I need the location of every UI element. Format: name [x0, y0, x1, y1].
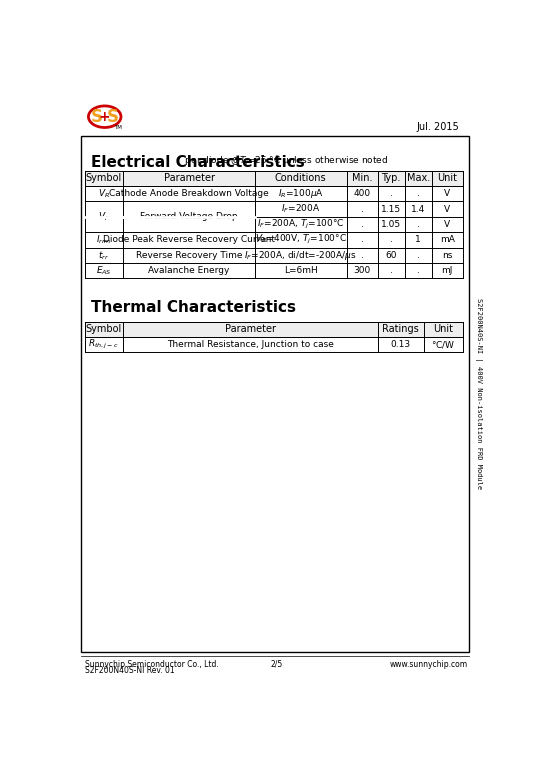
Text: Unit: Unit — [434, 324, 454, 334]
Bar — [85, 171, 463, 186]
Text: Reverse Recovery Time: Reverse Recovery Time — [136, 251, 242, 260]
Text: $I_{rrm}$: $I_{rrm}$ — [96, 234, 112, 246]
Text: Parameter: Parameter — [225, 324, 276, 334]
Text: .: . — [361, 220, 363, 229]
Text: Forward Voltage Drop: Forward Voltage Drop — [140, 212, 238, 222]
Text: Electrical Characteristics: Electrical Characteristics — [91, 155, 305, 170]
Text: $I_F$=200A: $I_F$=200A — [281, 203, 320, 215]
Text: 2/5: 2/5 — [271, 660, 283, 668]
Text: .: . — [417, 190, 420, 198]
Text: 1.4: 1.4 — [411, 204, 426, 214]
Text: S: S — [91, 108, 103, 126]
Text: Typ.: Typ. — [381, 173, 401, 183]
Text: $t_{rr}$: $t_{rr}$ — [98, 249, 110, 261]
Text: 400: 400 — [354, 190, 370, 198]
Text: 1.05: 1.05 — [381, 220, 401, 229]
Text: V: V — [444, 204, 450, 214]
Text: .: . — [390, 190, 393, 198]
Text: $I_R$=100$\mu$A: $I_R$=100$\mu$A — [278, 187, 323, 200]
Text: per diode @$T_j$=25 $\degree$C unless otherwise noted: per diode @$T_j$=25 $\degree$C unless ot… — [182, 155, 388, 168]
Text: Thermal Resistance, Junction to case: Thermal Resistance, Junction to case — [167, 340, 334, 349]
Text: $\degree$C/W: $\degree$C/W — [431, 339, 456, 350]
Text: .: . — [417, 251, 420, 260]
Text: $R_{th,j-c}$: $R_{th,j-c}$ — [89, 338, 119, 351]
Text: Min.: Min. — [352, 173, 372, 183]
Text: 0.13: 0.13 — [390, 340, 411, 349]
Text: Ratings: Ratings — [382, 324, 419, 334]
Text: 60: 60 — [386, 251, 397, 260]
Text: Diode Peak Reverse Recovery Current: Diode Peak Reverse Recovery Current — [103, 236, 275, 244]
Text: mJ: mJ — [442, 266, 453, 275]
Text: 300: 300 — [353, 266, 370, 275]
Text: +: + — [99, 111, 111, 125]
Text: $V_F$: $V_F$ — [98, 211, 110, 223]
Text: .: . — [390, 266, 393, 275]
Text: S2F200N40S-NI | 400V Non-isolation FRD Module: S2F200N40S-NI | 400V Non-isolation FRD M… — [475, 298, 482, 490]
Text: $I_F$=200A, $T_j$=100$\degree$C: $I_F$=200A, $T_j$=100$\degree$C — [257, 218, 345, 231]
Text: Thermal Characteristics: Thermal Characteristics — [91, 300, 296, 315]
Bar — [85, 321, 463, 337]
Text: mA: mA — [440, 236, 455, 244]
Text: .: . — [417, 220, 420, 229]
Text: .: . — [417, 266, 420, 275]
Text: Symbol: Symbol — [86, 173, 122, 183]
Text: V: V — [444, 220, 450, 229]
Text: Avalanche Energy: Avalanche Energy — [148, 266, 230, 275]
Text: $I_F$=200A, di/dt=-200A/$\mu$s: $I_F$=200A, di/dt=-200A/$\mu$s — [245, 249, 357, 262]
Text: TM: TM — [114, 125, 122, 130]
Text: Jul. 2015: Jul. 2015 — [417, 122, 460, 132]
Text: Symbol: Symbol — [86, 324, 122, 334]
Text: .: . — [361, 251, 363, 260]
Text: V: V — [444, 190, 450, 198]
Text: Unit: Unit — [437, 173, 457, 183]
Text: $V_R$=400V, $T_j$=100$\degree$C: $V_R$=400V, $T_j$=100$\degree$C — [255, 233, 347, 246]
Text: .: . — [361, 204, 363, 214]
Text: Cathode Anode Breakdown Voltage: Cathode Anode Breakdown Voltage — [109, 190, 269, 198]
Text: Max.: Max. — [407, 173, 430, 183]
Text: Parameter: Parameter — [164, 173, 215, 183]
Text: $V_R$: $V_R$ — [98, 187, 110, 200]
Text: Sunnychip Semiconductor Co., Ltd.: Sunnychip Semiconductor Co., Ltd. — [85, 660, 218, 668]
Text: 1: 1 — [415, 236, 421, 244]
Text: ns: ns — [442, 251, 453, 260]
Text: S: S — [106, 108, 118, 126]
Text: S2F200N40S-NI Rev. 01: S2F200N40S-NI Rev. 01 — [85, 666, 174, 675]
Text: .: . — [361, 236, 363, 244]
Bar — [82, 136, 469, 652]
Text: $E_{AS}$: $E_{AS}$ — [96, 264, 112, 277]
Text: .: . — [390, 236, 393, 244]
Text: L=6mH: L=6mH — [284, 266, 318, 275]
Text: 1.15: 1.15 — [381, 204, 401, 214]
Text: Conditions: Conditions — [275, 173, 327, 183]
Text: www.sunnychip.com: www.sunnychip.com — [389, 660, 468, 668]
